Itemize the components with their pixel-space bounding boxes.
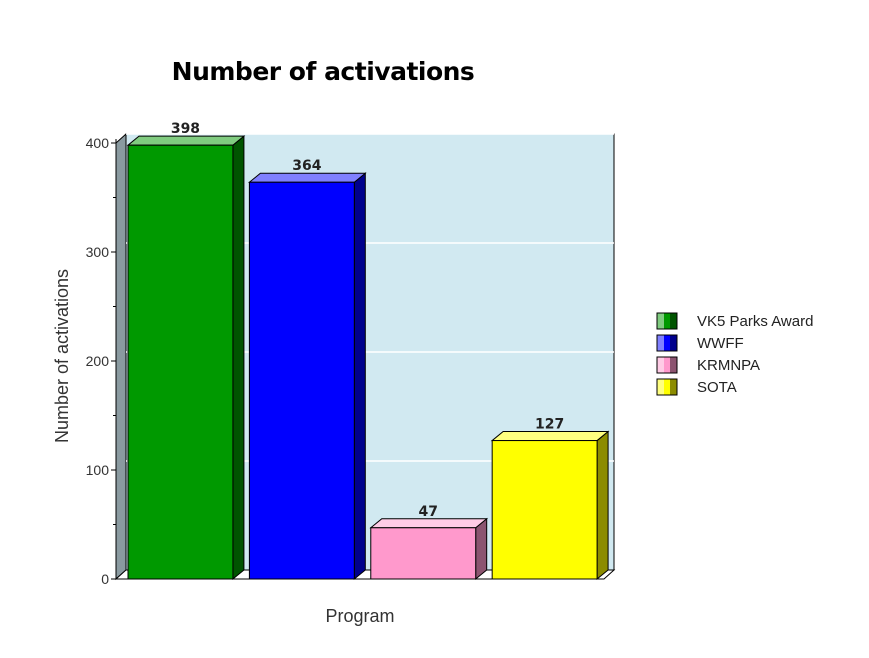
legend-swatch-border [656, 378, 678, 396]
y-tick-label: 300 [86, 244, 110, 260]
bar-front [370, 527, 477, 580]
bar-front [127, 144, 234, 580]
plot-area: 0 100 200 300 400 398 364 47 127 [86, 121, 616, 587]
legend-item-3: KRMNPA [656, 356, 760, 374]
bar-side [353, 172, 366, 581]
bar-2 [247, 172, 367, 581]
bar-3 [369, 517, 489, 581]
bar-front [248, 181, 355, 580]
legend: VK5 Parks Award WWFF KRMNPA SOTA [656, 312, 813, 396]
bar-side [475, 517, 488, 581]
legend-swatch-highlight [657, 335, 664, 351]
bar-top [247, 172, 367, 183]
legend-label: VK5 Parks Award [697, 313, 813, 330]
legend-swatch-highlight [657, 357, 664, 373]
bar-top [126, 135, 246, 146]
y-tick-label: 200 [86, 353, 110, 369]
bar-1 [126, 135, 246, 581]
legend-label: KRMNPA [697, 357, 760, 374]
legend-swatch-shadow [670, 335, 677, 351]
legend-swatch-border [656, 334, 678, 352]
chart-title: Number of activations [172, 57, 475, 86]
y-tick-label: 100 [86, 462, 110, 478]
legend-swatch-highlight [657, 379, 664, 395]
legend-item-4: SOTA [656, 378, 737, 396]
legend-label: WWFF [697, 335, 744, 352]
bar-side [232, 135, 245, 581]
bar-side [596, 430, 609, 581]
bar-value-label: 398 [171, 121, 200, 137]
y-axis-label: Number of activations [52, 269, 72, 443]
legend-swatch-border [656, 356, 678, 374]
bar-value-label: 127 [535, 417, 564, 433]
legend-swatch-shadow [670, 357, 677, 373]
bar-top [369, 518, 489, 529]
plot-left-wall [115, 132, 127, 581]
x-axis-label: Program [325, 606, 394, 626]
legend-swatch-highlight [657, 313, 664, 329]
legend-item-1: VK5 Parks Award [656, 312, 813, 330]
legend-swatch-shadow [670, 379, 677, 395]
bar-4 [490, 430, 610, 581]
bar-front [491, 440, 598, 580]
bar-value-label: 364 [292, 158, 321, 174]
legend-label: SOTA [697, 379, 737, 396]
legend-swatch-shadow [670, 313, 677, 329]
y-tick-label: 0 [101, 571, 109, 587]
legend-item-2: WWFF [656, 334, 744, 352]
bar-top [490, 431, 610, 442]
legend-swatch-border [656, 312, 678, 330]
bar-value-label: 47 [418, 504, 437, 520]
y-tick-label: 400 [86, 135, 110, 151]
